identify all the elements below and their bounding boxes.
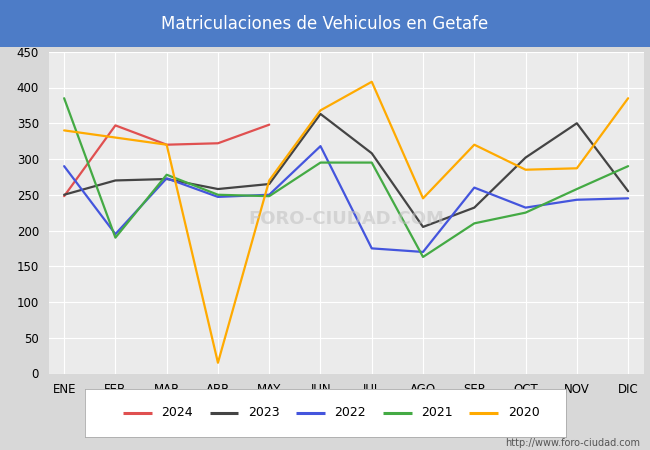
Text: 2021: 2021: [421, 406, 453, 419]
Text: FORO-CIUDAD.COM: FORO-CIUDAD.COM: [248, 210, 444, 228]
Text: http://www.foro-ciudad.com: http://www.foro-ciudad.com: [505, 438, 640, 448]
Text: 2023: 2023: [248, 406, 280, 419]
Text: 2020: 2020: [508, 406, 540, 419]
Text: Matriculaciones de Vehiculos en Getafe: Matriculaciones de Vehiculos en Getafe: [161, 14, 489, 33]
Text: 2024: 2024: [161, 406, 193, 419]
Text: 2022: 2022: [335, 406, 366, 419]
